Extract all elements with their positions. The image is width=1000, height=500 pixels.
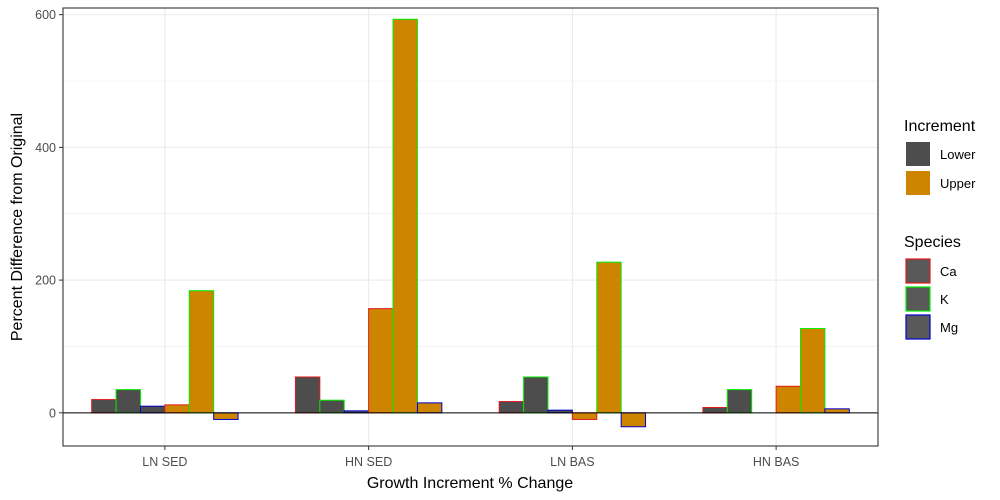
y-axis-title: Percent Difference from Original [9,113,26,341]
bar-lower-k [319,399,345,414]
panel-border [62,7,879,447]
bar-lower-ca [498,401,525,414]
y-tick-label: 600 [35,8,56,22]
bar-upper-mg [824,408,850,414]
legend-label-ca: Ca [940,264,957,279]
legend-label-mg: Mg [940,320,958,335]
x-tick-label: HN BAS [753,455,800,469]
bar-lower-k [115,389,141,414]
legend-key-k [905,286,931,312]
bar-upper-ca [775,385,802,414]
bar-upper-k [596,261,622,414]
bar-upper-mg [416,402,443,414]
bar-upper-ca [164,404,190,414]
y-tick-label: 0 [49,406,56,420]
x-tick-label: LN BAS [550,455,594,469]
x-axis-title: Growth Increment % Change [367,475,573,492]
y-tick-label: 200 [35,274,56,288]
bar-upper-mg [620,412,647,428]
y-tick-label: 400 [35,141,56,155]
legend-species-title: Species [904,234,961,251]
legend-key-lower [906,142,930,166]
bar-upper-mg [213,412,239,420]
legend-increment: Increment Lower Upper [904,118,976,195]
legend-label-upper: Upper [940,176,976,191]
legend-label-lower: Lower [940,147,976,162]
x-tick-label: HN SED [345,455,392,469]
bars [91,18,850,428]
bar-upper-k [800,328,826,414]
bar-upper-ca [571,412,598,420]
legend-label-k: K [940,292,949,307]
legend-key-mg [905,314,931,340]
bar-lower-ca [702,407,728,414]
bar-upper-ca [368,308,394,414]
bar-upper-k [392,18,418,414]
bar-lower-k [726,389,753,414]
legend-key-upper [906,171,930,195]
bar-lower-ca [91,399,117,414]
axes: 0 200 400 600 LN SED HN SED LN BAS HN BAS [35,7,879,469]
legend-key-ca [905,258,931,284]
bar-lower-ca [294,376,321,414]
bar-lower-mg [139,405,166,414]
bar-lower-k [523,376,549,414]
legend-increment-title: Increment [904,118,976,135]
bar-upper-k [188,290,215,414]
legend-species: Species Ca K Mg [904,234,961,340]
x-tick-label: LN SED [142,455,187,469]
